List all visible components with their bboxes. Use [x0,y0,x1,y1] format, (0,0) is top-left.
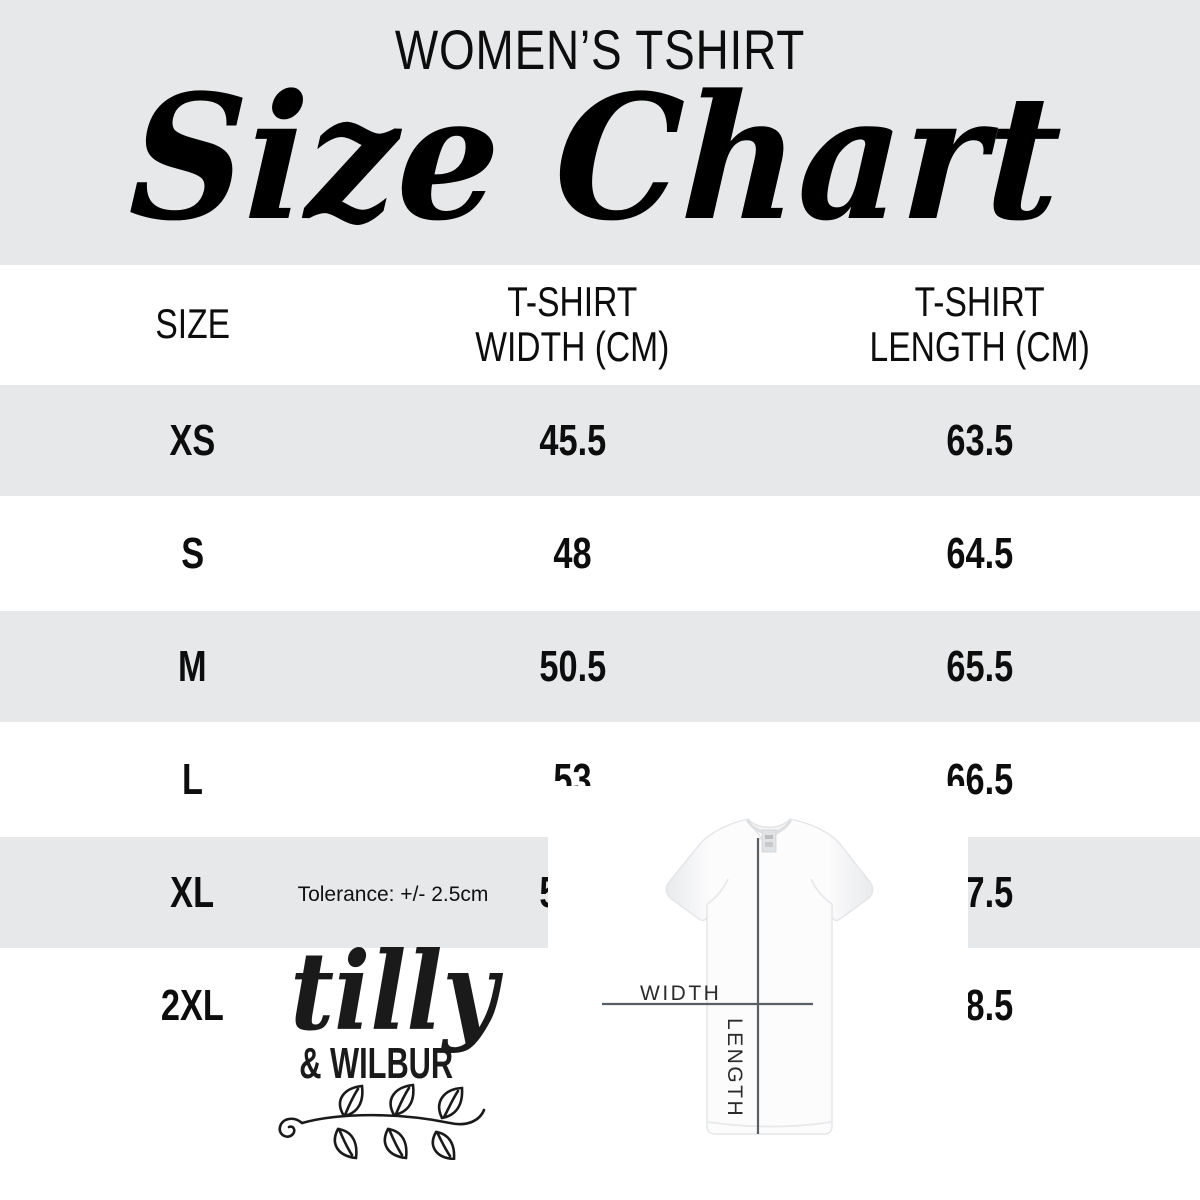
cell-size: S [181,528,204,578]
cell-width: 48 [553,528,592,578]
cell-width: 45.5 [539,415,606,465]
laurel-branch-icon [278,1083,486,1160]
cell-size: L [182,754,203,804]
cell-length: 63.5 [946,415,1014,465]
table-row: S 48 64.5 [0,498,1200,611]
cell-length: 65.5 [946,641,1014,691]
brand-logo: tilly & WILBUR [268,938,520,1163]
brand-name-script: tilly [290,929,498,1055]
cell-length: 64.5 [946,528,1014,578]
cell-size: M [178,641,207,691]
page-subtitle: WOMEN’S TSHIRT [394,18,806,81]
tolerance-note: Tolerance: +/- 2.5cm [297,883,489,906]
column-header-width: T-SHIRT WIDTH (CM) [475,277,670,370]
cell-size: XS [169,415,216,465]
tshirt-illustration-icon [548,786,968,1166]
table-row: M 50.5 65.5 [0,611,1200,724]
brand-name-sub: & WILBUR [299,1039,454,1088]
length-measure-label: LENGTH [723,1018,746,1119]
column-header-length: T-SHIRT LENGTH (CM) [869,277,1091,370]
cell-size: 2XL [161,980,224,1030]
column-header-size: SIZE [155,300,230,348]
page-title: Size Chart [125,56,1066,259]
width-measure-label: WIDTH [640,982,722,1005]
header-band: WOMEN’S TSHIRT Size Chart [0,0,1200,265]
cell-width: 50.5 [539,641,606,691]
table-header-row: SIZE T-SHIRT WIDTH (CM) T-SHIRT LENGTH (… [0,265,1200,385]
tshirt-measurement-figure: WIDTH LENGTH [548,786,968,1166]
cell-size: XL [170,867,215,917]
table-row: XS 45.5 63.5 [0,385,1200,498]
